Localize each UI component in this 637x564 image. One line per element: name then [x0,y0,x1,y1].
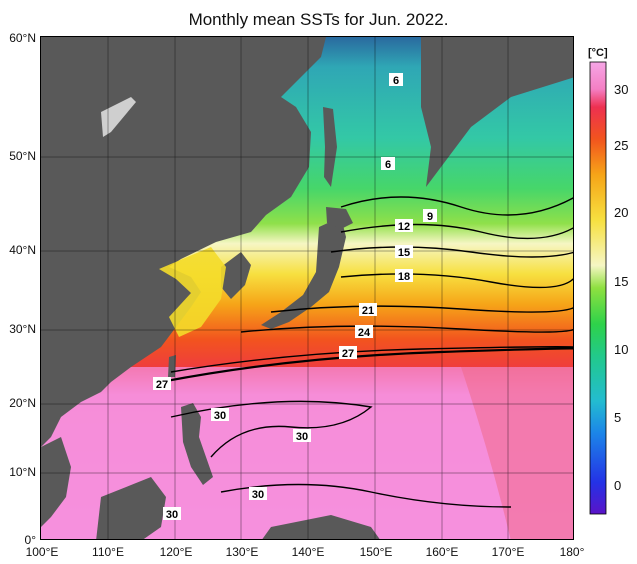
sst-map-canvas: 6 6 9 12 15 18 21 24 27 27 30 30 30 30 [41,37,573,539]
contour-label: 24 [355,325,373,339]
isotherm-27-bold [160,347,573,384]
korea-peninsula [221,252,251,299]
colorbar-unit: [°C] [588,47,608,59]
svg-text:21: 21 [362,305,374,317]
contour-label: 21 [359,303,377,317]
borneo-island [96,477,166,539]
lon-label: 150°E [360,545,393,559]
longitude-labels: 100°E 110°E 120°E 130°E 140°E 150°E 160°… [26,545,585,559]
lat-label: 30°N [9,322,36,336]
svg-text:30: 30 [214,410,226,422]
colorbar-tick: 0 [614,478,621,493]
hokkaido-island [326,207,353,229]
svg-text:12: 12 [398,221,410,233]
isotherm-12 [340,223,573,240]
philippines-islands [181,403,213,485]
colorbar-tick: 20 [614,205,628,220]
colorbar-tick: 30 [614,82,628,97]
lat-label: 0° [25,533,37,547]
contour-label: 12 [395,219,413,233]
colorbar [589,61,607,515]
svg-text:30: 30 [166,509,178,521]
new-guinea-island [262,515,380,539]
svg-text:27: 27 [342,348,354,360]
lat-label: 20°N [9,396,36,410]
lat-label: 50°N [9,149,36,163]
contour-label: 15 [395,245,413,259]
lat-label: 10°N [9,465,36,479]
latitude-labels: 60°N 50°N 40°N 30°N 20°N 10°N 0° [9,31,36,547]
contour-label: 30 [293,429,311,443]
svg-text:30: 30 [296,431,308,443]
contour-label: 9 [423,209,437,223]
colorbar-ticks: 30 25 20 15 10 5 0 [614,82,628,493]
contour-labels: 6 6 9 12 15 18 21 24 27 27 30 30 30 30 [153,73,437,521]
lon-label: 160°E [426,545,459,559]
hot-region [461,367,573,539]
isotherms [170,196,573,508]
colorbar-tick: 10 [614,342,628,357]
lon-label: 120°E [160,545,193,559]
isotherm-30-a [170,400,373,458]
asia-land [41,37,326,447]
yellow-sea-warm [159,247,226,337]
kamchatka-land [421,37,573,187]
japan-islands [261,217,346,329]
lon-label: 100°E [26,545,59,559]
contour-label: 30 [163,507,181,521]
isotherm-18 [340,273,573,289]
svg-text:24: 24 [358,327,371,339]
isotherm-24 [240,325,573,333]
indochina-land [41,437,71,527]
contour-label: 18 [395,269,413,283]
colorbar-tick: 25 [614,138,628,153]
colorbar-tick: 15 [614,274,628,289]
isotherm-9 [340,196,573,216]
isotherm-27 [170,346,573,373]
svg-text:27: 27 [156,379,168,391]
svg-text:6: 6 [393,75,399,87]
lon-label: 180° [560,545,585,559]
svg-text:6: 6 [385,159,391,171]
sakhalin-island [323,107,337,187]
isotherm-15 [330,246,573,258]
lon-label: 140°E [292,545,325,559]
lon-label: 130°E [226,545,259,559]
sst-map: 6 6 9 12 15 18 21 24 27 27 30 30 30 30 [40,36,574,540]
contour-label: 30 [211,408,229,422]
contour-label: 6 [381,157,395,171]
isotherm-30-b [220,483,512,508]
svg-text:15: 15 [398,247,410,259]
isotherm-21 [270,305,573,313]
lon-label: 170°E [492,545,525,559]
graticule [41,37,573,539]
contour-label: 30 [249,487,267,501]
contour-label: 27 [339,346,357,360]
svg-text:9: 9 [427,211,433,223]
lat-label: 40°N [9,243,36,257]
svg-text:18: 18 [398,271,410,283]
lon-label: 110°E [92,545,124,559]
lat-label: 60°N [9,31,36,45]
lake-baikal [101,97,136,137]
colorbar-tick: 5 [614,410,621,425]
svg-text:30: 30 [252,489,264,501]
contour-label: 6 [389,73,403,87]
map-title: Monthly mean SSTs for Jun. 2022. [188,10,449,29]
contour-label: 27 [153,377,171,391]
